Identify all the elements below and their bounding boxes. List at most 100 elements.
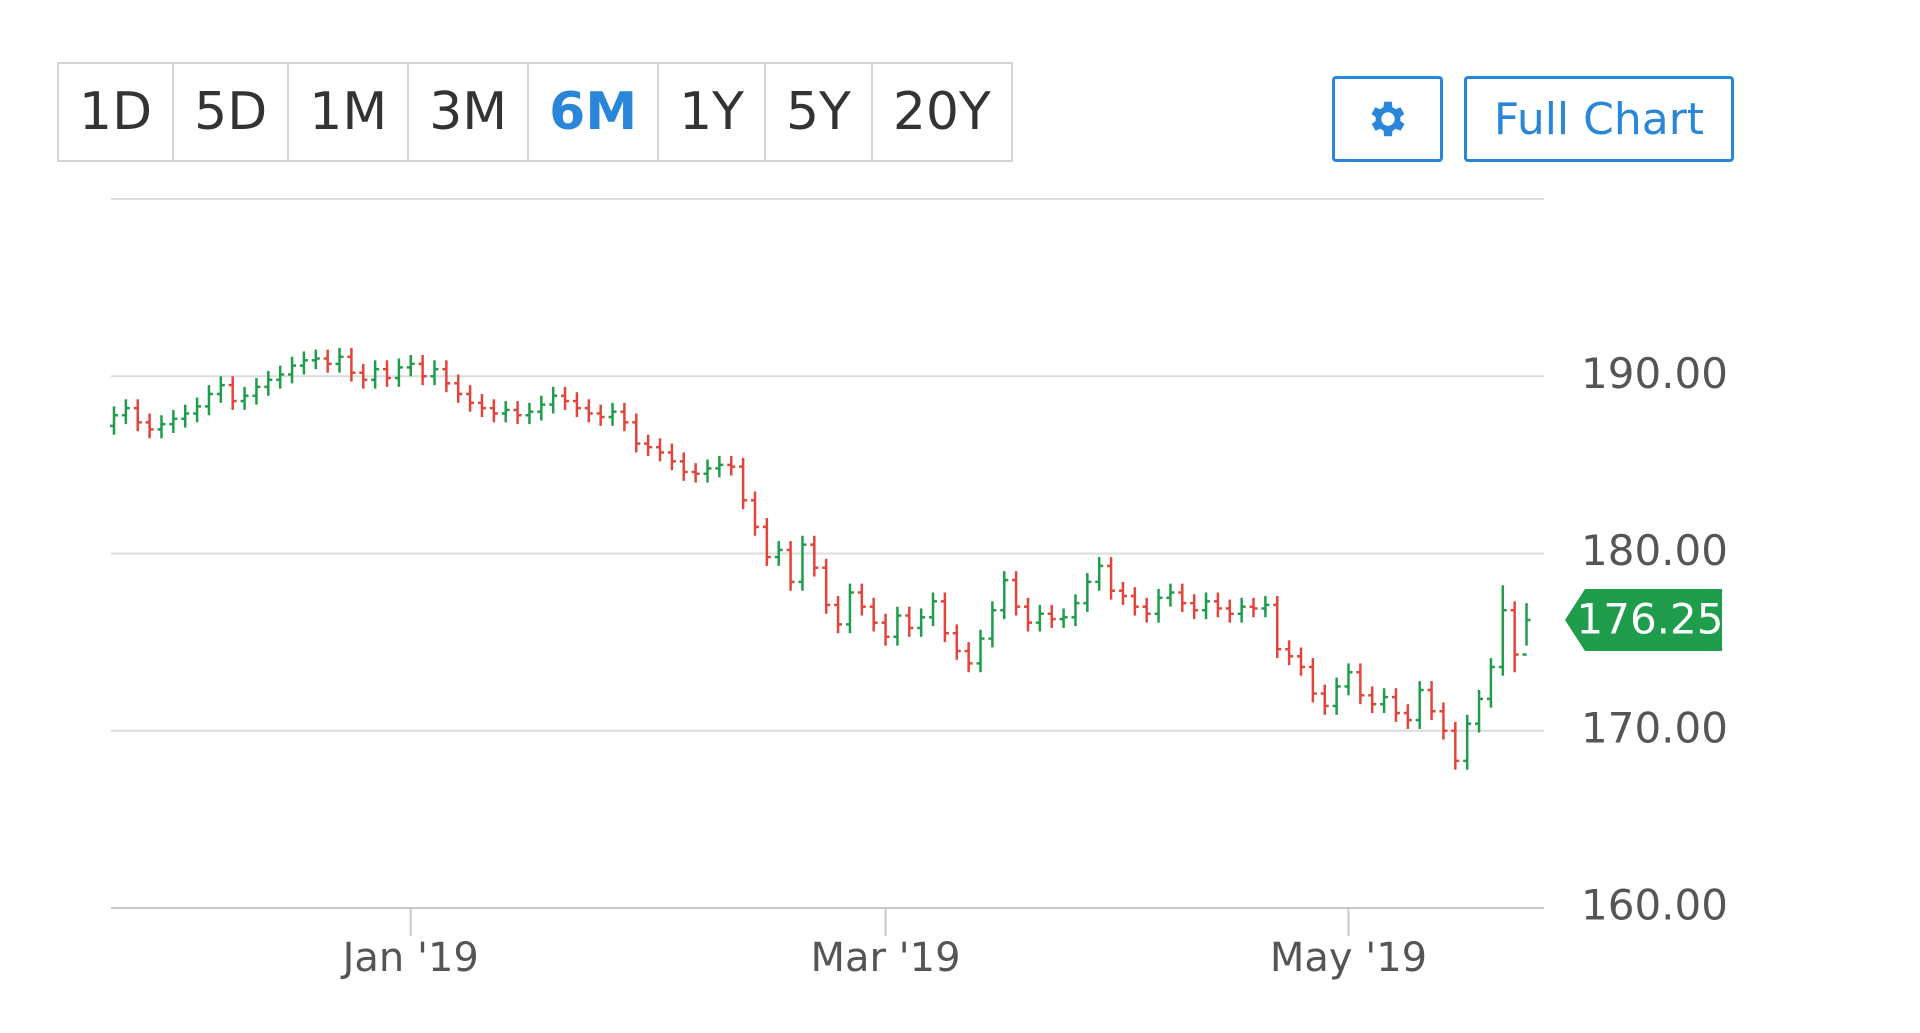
ohlc-bar: [1451, 721, 1460, 770]
full-chart-button[interactable]: Full Chart: [1464, 76, 1734, 162]
ohlc-bar: [1190, 594, 1199, 620]
ohlc-bar: [513, 401, 522, 425]
ohlc-bar: [656, 438, 665, 462]
ohlc-bar: [976, 629, 985, 673]
range-button[interactable]: 5Y: [766, 64, 873, 160]
ohlc-bar: [1273, 596, 1282, 659]
ohlc-bar: [727, 456, 736, 476]
ohlc-bar: [1047, 604, 1056, 628]
ohlc-bar: [881, 613, 890, 646]
ohlc-bar: [1202, 592, 1211, 620]
ohlc-bar: [466, 385, 475, 412]
ohlc-bar: [1297, 647, 1305, 676]
ohlc-bar: [311, 349, 320, 370]
ohlc-bar: [359, 363, 368, 389]
ohlc-bar: [489, 399, 498, 423]
ohlc-bar: [1486, 658, 1495, 708]
ohlc-bar: [335, 347, 344, 373]
ohlc-bar: [988, 601, 997, 648]
range-button[interactable]: 1Y: [659, 64, 766, 160]
ohlc-bar: [299, 351, 308, 375]
ohlc-bar: [822, 558, 831, 614]
ohlc-bar: [834, 596, 843, 634]
ohlc-bar: [715, 456, 724, 478]
ohlc-bar: [1463, 714, 1472, 770]
ohlc-bar: [1403, 704, 1412, 729]
ohlc-bar: [1261, 596, 1270, 618]
ohlc-bar: [1166, 583, 1175, 607]
ohlc-bar: [1475, 689, 1484, 733]
ohlc-bar: [739, 457, 748, 510]
ohlc-bar: [1344, 663, 1353, 696]
ohlc-bar: [133, 399, 142, 432]
ohlc-bar: [347, 347, 356, 382]
ohlc-bar: [477, 393, 486, 418]
ohlc-bar: [394, 358, 403, 387]
ohlc-bar: [1439, 702, 1448, 740]
ohlc-bar: [121, 399, 130, 425]
ohlc-bar: [1368, 686, 1377, 714]
ohlc-bar: [1225, 599, 1234, 623]
settings-button[interactable]: [1332, 76, 1443, 162]
range-selector: 1D 5D 1M 3M 6M 1Y 5Y 20Y: [57, 62, 1013, 162]
ohlc-bar: [501, 401, 510, 423]
ohlc-bar: [157, 415, 166, 439]
ohlc-bar: [1213, 592, 1222, 618]
ohlc-bar: [240, 386, 249, 410]
ohlc-bar: [940, 592, 949, 643]
ohlc-bar: [145, 413, 154, 439]
ohlc-bar: [1154, 588, 1163, 623]
ohlc-bar: [323, 349, 332, 373]
ohlc-bar: [584, 399, 593, 423]
ohlc-bar: [952, 624, 961, 660]
ohlc-bar: [193, 397, 202, 423]
ohlc-bar: [288, 356, 297, 384]
ohlc-bar: [442, 360, 451, 393]
ohlc-bar: [905, 606, 914, 637]
ohlc-bar: [1178, 583, 1187, 612]
ohlc-bar: [667, 443, 676, 471]
ohlc-bar: [810, 535, 819, 577]
ohlc-bar: [276, 365, 285, 389]
x-tick-label: Jan '19: [340, 935, 479, 981]
ohlc-bar: [1012, 571, 1021, 616]
range-button[interactable]: 6M: [529, 64, 660, 160]
y-tick-label: 170.00: [1581, 703, 1728, 752]
ohlc-bar: [869, 597, 878, 632]
ohlc-bar: [1308, 658, 1317, 703]
ohlc-bar: [1522, 603, 1531, 656]
ohlc-bar: [786, 541, 795, 591]
ohlc-bar: [1332, 677, 1341, 715]
ohlc-bar: [1071, 594, 1080, 627]
ohlc-bar: [549, 386, 558, 414]
ohlc-bar: [1415, 681, 1424, 729]
range-button[interactable]: 5D: [174, 64, 290, 160]
ohlc-bar: [204, 385, 213, 416]
ohlc-bar: [679, 452, 688, 481]
ohlc-bar: [893, 606, 902, 646]
ohlc-bar: [537, 395, 546, 421]
range-button[interactable]: 1D: [59, 64, 175, 160]
ohlc-bar: [774, 541, 783, 566]
ohlc-bar: [1000, 571, 1009, 620]
ohlc-bar: [917, 608, 926, 637]
ohlc-bar: [620, 402, 629, 432]
ohlc-bar: [632, 413, 641, 453]
ohlc-bar: [798, 535, 807, 591]
range-button[interactable]: 1M: [289, 64, 410, 160]
ohlc-bar: [430, 360, 439, 386]
ohlc-bar: [1095, 557, 1104, 591]
range-button[interactable]: 20Y: [892, 82, 991, 142]
ohlc-bar: [762, 518, 771, 566]
last-price-badge: [1565, 588, 1722, 651]
ohlc-bar: [964, 642, 973, 673]
ohlc-bar: [1130, 587, 1139, 616]
ohlc-bar: [845, 583, 854, 634]
y-tick-label: 180.00: [1581, 526, 1728, 575]
x-tick-label: Mar '19: [811, 935, 961, 981]
ohlc-bar: [1107, 557, 1116, 600]
range-button[interactable]: 3M: [409, 64, 530, 160]
ohlc-bar: [169, 409, 178, 433]
